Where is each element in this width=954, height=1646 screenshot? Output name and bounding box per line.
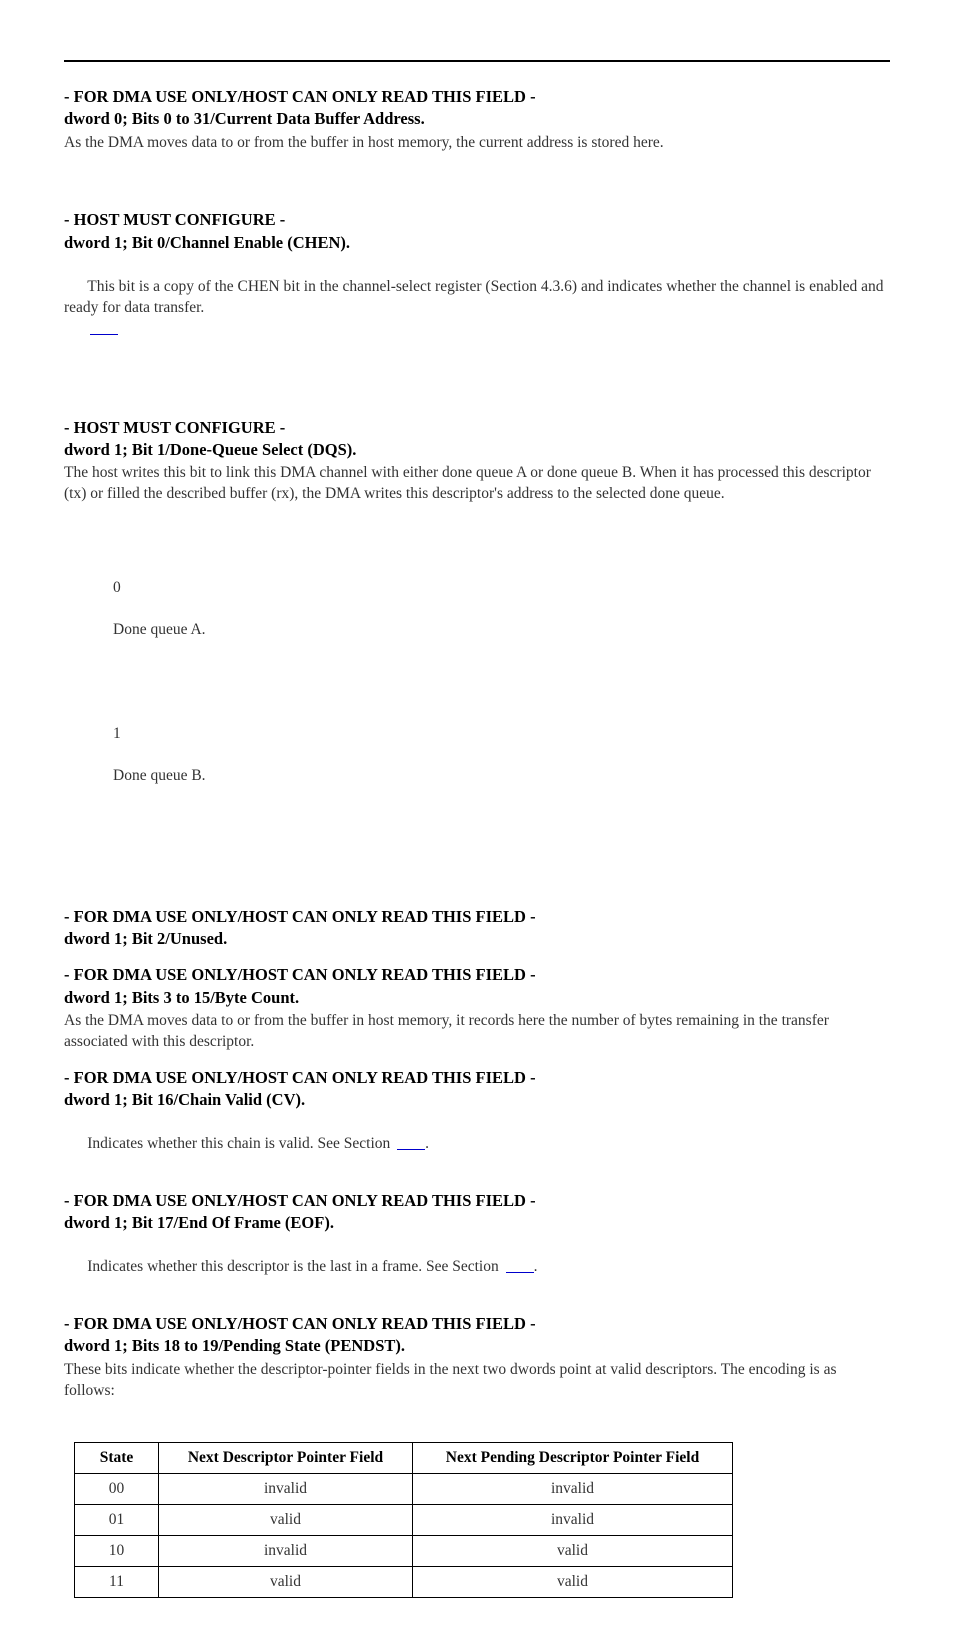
cell-next: valid	[159, 1504, 413, 1535]
section-dword1-bit16-cv: - FOR DMA USE ONLY/HOST CAN ONLY READ TH…	[64, 1067, 890, 1176]
cell-state: 01	[75, 1504, 159, 1535]
table-row: 10 invalid valid	[75, 1535, 733, 1566]
section-title: - HOST MUST CONFIGURE - dword 1; Bit 0/C…	[64, 209, 890, 254]
dqs-values: 0 Done queue A. 1 Done queue B.	[82, 515, 890, 850]
section-title: - FOR DMA USE ONLY/HOST CAN ONLY READ TH…	[64, 964, 890, 1009]
section-link-dash[interactable]	[90, 334, 118, 335]
top-rule	[64, 60, 890, 62]
table-header-row: State Next Descriptor Pointer Field Next…	[75, 1442, 733, 1473]
bit-desc: Done queue A.	[113, 621, 206, 638]
section-body: The host writes this bit to link this DM…	[64, 463, 890, 505]
cell-state: 10	[75, 1535, 159, 1566]
col-header-state: State	[75, 1442, 159, 1473]
bit-label: 0	[113, 579, 121, 596]
section-dword1-bit2-unused: - FOR DMA USE ONLY/HOST CAN ONLY READ TH…	[64, 906, 890, 951]
section-title: - HOST MUST CONFIGURE - dword 1; Bit 1/D…	[64, 417, 890, 462]
bit-label: 1	[113, 725, 121, 742]
section-title: - FOR DMA USE ONLY/HOST CAN ONLY READ TH…	[64, 906, 890, 951]
col-header-next: Next Descriptor Pointer Field	[159, 1442, 413, 1473]
section-dword1-bit17-eof: - FOR DMA USE ONLY/HOST CAN ONLY READ TH…	[64, 1190, 890, 1299]
body-pre: Indicates whether this descriptor is the…	[87, 1258, 502, 1275]
body-post: .	[534, 1258, 538, 1275]
section-dword1-bit0-chen: - HOST MUST CONFIGURE - dword 1; Bit 0/C…	[64, 209, 890, 360]
table-row: 01 valid invalid	[75, 1504, 733, 1535]
cell-next: invalid	[159, 1535, 413, 1566]
section-body: As the DMA moves data to or from the buf…	[64, 1011, 890, 1053]
cell-pending: valid	[413, 1566, 733, 1597]
section-title: - FOR DMA USE ONLY/HOST CAN ONLY READ TH…	[64, 1190, 890, 1235]
cell-next: invalid	[159, 1473, 413, 1504]
cell-pending: invalid	[413, 1473, 733, 1504]
spacer	[64, 167, 890, 209]
bit-desc: Done queue B.	[113, 767, 206, 784]
cell-state: 00	[75, 1473, 159, 1504]
table-row: 00 invalid invalid	[75, 1473, 733, 1504]
section-link[interactable]	[397, 1149, 425, 1150]
section-body: Indicates whether this descriptor is the…	[64, 1236, 890, 1299]
body-pre: Indicates whether this chain is valid. S…	[87, 1135, 394, 1152]
dqs-value-0: 0 Done queue A.	[82, 557, 890, 662]
cell-next: valid	[159, 1566, 413, 1597]
cell-pending: invalid	[413, 1504, 733, 1535]
body-text: This bit is a copy of the CHEN bit in th…	[64, 278, 887, 316]
cell-state: 11	[75, 1566, 159, 1597]
cell-pending: valid	[413, 1535, 733, 1566]
section-title: - FOR DMA USE ONLY/HOST CAN ONLY READ TH…	[64, 1067, 890, 1112]
section-body: Indicates whether this chain is valid. S…	[64, 1113, 890, 1176]
spacer	[64, 864, 890, 906]
pendst-table: State Next Descriptor Pointer Field Next…	[74, 1442, 733, 1598]
section-body: These bits indicate whether the descript…	[64, 1360, 890, 1402]
section-dword1-bit1-dqs: - HOST MUST CONFIGURE - dword 1; Bit 1/D…	[64, 417, 890, 850]
section-link[interactable]	[506, 1272, 534, 1273]
section-body: As the DMA moves data to or from the buf…	[64, 133, 890, 154]
section-body: This bit is a copy of the CHEN bit in th…	[64, 256, 890, 361]
col-header-pending: Next Pending Descriptor Pointer Field	[413, 1442, 733, 1473]
spacer	[64, 375, 890, 417]
dqs-value-1: 1 Done queue B.	[82, 703, 890, 808]
body-post: .	[425, 1135, 429, 1152]
page: - FOR DMA USE ONLY/HOST CAN ONLY READ TH…	[0, 0, 954, 1646]
section-dword0-bits0-31: - FOR DMA USE ONLY/HOST CAN ONLY READ TH…	[64, 86, 890, 153]
section-dword1-bits18-19-pendst: - FOR DMA USE ONLY/HOST CAN ONLY READ TH…	[64, 1313, 890, 1401]
section-title: - FOR DMA USE ONLY/HOST CAN ONLY READ TH…	[64, 1313, 890, 1358]
section-title: - FOR DMA USE ONLY/HOST CAN ONLY READ TH…	[64, 86, 890, 131]
table-row: 11 valid valid	[75, 1566, 733, 1597]
section-dword1-bits3-15-bytecount: - FOR DMA USE ONLY/HOST CAN ONLY READ TH…	[64, 964, 890, 1052]
